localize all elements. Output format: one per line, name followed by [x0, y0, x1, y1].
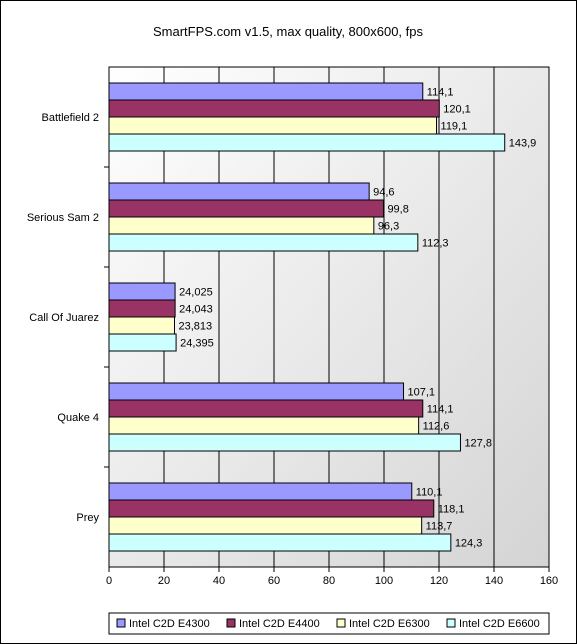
bar [108, 99, 440, 118]
data-label: 24,395 [180, 338, 214, 350]
data-label: 99,8 [387, 204, 408, 216]
legend-label: Intel C2D E4400 [239, 618, 320, 630]
bar [108, 516, 423, 535]
data-label: 112,3 [422, 238, 449, 250]
data-label: 96,3 [378, 221, 399, 233]
data-label: 124,3 [455, 538, 483, 550]
data-label: 113,7 [426, 521, 453, 533]
data-label: 23,813 [178, 321, 212, 333]
bar [108, 199, 384, 218]
category-label: Prey [76, 512, 99, 524]
data-label: 94,6 [373, 187, 394, 199]
legend-swatch [336, 618, 346, 628]
data-label: 112,6 [423, 421, 450, 433]
legend-label: Intel C2D E6300 [349, 618, 430, 630]
x-tick-label: 0 [106, 575, 112, 587]
chart-title: SmartFPS.com v1.5, max quality, 800x600,… [153, 24, 423, 39]
bar [108, 416, 420, 435]
bar [108, 116, 438, 135]
legend-label: Intel C2D E4300 [129, 618, 210, 630]
bar [108, 282, 176, 301]
bar [108, 233, 419, 252]
data-label: 127,8 [464, 438, 492, 450]
data-label: 119,1 [441, 121, 468, 133]
x-tick-label: 80 [323, 575, 335, 587]
x-tick-label: 120 [430, 575, 448, 587]
bar [108, 482, 413, 501]
data-label: 118,1 [438, 504, 465, 516]
bar [108, 82, 424, 101]
x-tick-label: 20 [158, 575, 170, 587]
data-label: 24,025 [179, 287, 213, 299]
legend-label: Intel C2D E6600 [459, 618, 540, 630]
bar [108, 433, 461, 452]
data-label: 143,9 [509, 138, 537, 150]
bar [108, 382, 405, 401]
category-label: Quake 4 [57, 412, 99, 424]
legend-box [108, 612, 550, 635]
bar [108, 133, 506, 152]
bar [108, 499, 435, 518]
bar [108, 216, 375, 235]
category-label: Battlefield 2 [42, 112, 99, 124]
data-label: 120,1 [443, 104, 471, 116]
x-tick-label: 140 [485, 575, 503, 587]
data-label: 24,043 [179, 304, 213, 316]
x-tick-label: 100 [375, 575, 393, 587]
data-label: 114,1 [427, 87, 454, 99]
x-tick-label: 160 [540, 575, 558, 587]
bar [108, 299, 176, 318]
legend-swatch [226, 618, 236, 628]
x-tick-label: 40 [213, 575, 225, 587]
data-label: 107,1 [408, 387, 436, 399]
bar [108, 182, 370, 201]
bar [108, 533, 452, 552]
category-label: Serious Sam 2 [27, 212, 99, 224]
bar [108, 399, 424, 418]
bar [108, 333, 177, 352]
data-label: 110,1 [416, 487, 443, 499]
bar [108, 316, 175, 335]
legend-swatch [446, 618, 456, 628]
legend-swatch [116, 618, 126, 628]
data-label: 114,1 [427, 404, 454, 416]
category-label: Call Of Juarez [29, 312, 99, 324]
x-tick-label: 60 [268, 575, 280, 587]
